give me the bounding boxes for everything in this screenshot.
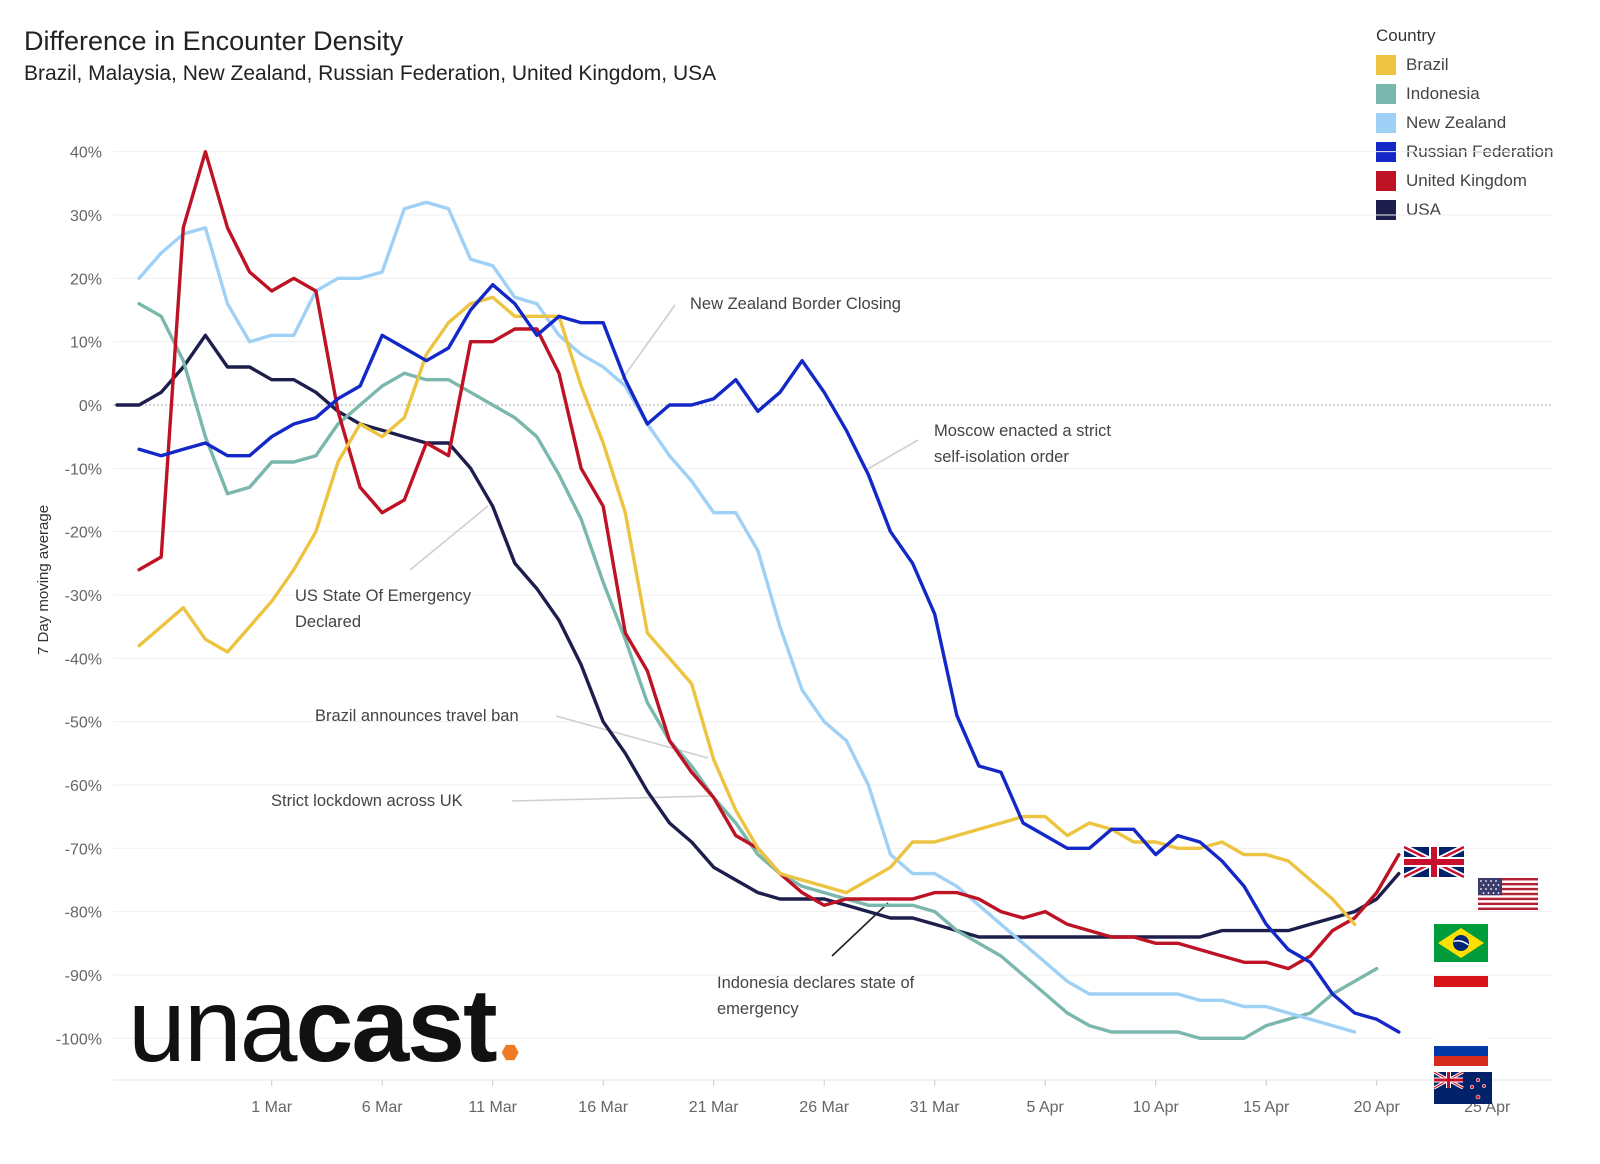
legend-label: Russian Federation [1406,141,1554,161]
legend-swatch [1376,199,1396,220]
annotation-text: Strict lockdown across UK [271,792,463,810]
y-tick-label: 0% [79,398,102,415]
uk-flag-icon [1404,846,1464,878]
x-tick-label: 11 Mar [468,1099,517,1116]
series-line-indonesia [137,302,1379,1041]
legend-swatch [1376,170,1396,191]
logo-text-lite: una [128,968,298,1084]
legend-label: Brazil [1406,54,1449,74]
logo-hexagon-icon [501,1044,519,1061]
annotation-text: Declared [295,613,361,631]
y-tick-label: 20% [70,271,102,288]
new-zealand-flag-icon [1434,1072,1492,1104]
x-axis-ticks: 1 Mar 6 Mar 11 Mar 16 Mar 21 Mar 26 Mar 31 Mar… [251,1080,1511,1116]
x-tick-label: 26 Mar [799,1099,849,1116]
legend: Country Brazil Indonesia New Zealand Russia… [1376,26,1553,224]
y-tick-label: -40% [65,651,102,668]
legend-item-indonesia[interactable]: Indonesia [1376,79,1553,108]
y-tick-label: -80% [65,905,102,922]
x-tick-label: 6 Mar [362,1099,404,1116]
legend-swatch [1376,83,1396,104]
x-tick-label: 1 Mar [251,1099,293,1116]
y-tick-label: 10% [70,335,102,352]
legend-item-usa[interactable]: USA [1376,195,1553,224]
y-tick-label: -70% [65,841,102,858]
annotation-leader [831,902,889,957]
annotation-text: self-isolation order [934,448,1069,466]
x-tick-label: 5 Apr [1027,1099,1065,1116]
legend-title: Country [1376,26,1436,45]
legend-label: USA [1406,199,1441,219]
chart-subtitle: Brazil, Malaysia, New Zealand, Russian F… [24,62,717,85]
legend-item-brazil[interactable]: Brazil [1376,50,1553,79]
y-tick-label: -30% [65,588,102,605]
x-tick-label: 10 Apr [1133,1099,1180,1116]
legend-label: New Zealand [1406,112,1507,132]
series-line-brazil [137,295,1357,926]
russia-flag-icon [1434,1036,1488,1066]
y-tick-label: 40% [70,145,102,162]
y-tick-label: -100% [56,1031,102,1048]
usa-flag-icon [1478,878,1538,910]
y-axis-ticks: 40% 30% 20% 10% 0% -10% -20% -30% -40% -50% -60% -7… [56,145,102,1049]
indonesia-flag-icon [1434,976,1488,998]
series-line-russian-federation [137,283,1401,1034]
annotation-leader [555,715,709,759]
series-lines [115,149,1401,1041]
y-tick-label: -90% [65,968,102,985]
legend-label: United Kingdom [1406,170,1527,190]
unacast-logo: unacast [128,974,519,1078]
chart-title: Difference in Encounter Density [24,26,404,56]
annotation-leader [511,795,713,802]
annotation-leader [865,439,919,471]
legend-swatch [1376,112,1396,133]
y-tick-label: 30% [70,208,102,225]
annotation-leader [409,505,489,571]
x-tick-label: 21 Mar [689,1099,739,1116]
legend-item-united-kingdom[interactable]: United Kingdom [1376,166,1553,195]
annotation-leaders [409,304,919,957]
series-line-new-zealand [137,200,1357,1034]
annotation-text: Brazil announces travel ban [315,707,519,725]
annotations: New Zealand Border Closing Moscow enacted… [271,295,1111,1018]
annotation-text: New Zealand Border Closing [690,295,901,313]
x-tick-label: 16 Mar [578,1099,628,1116]
y-tick-label: -20% [65,525,102,542]
annotation-text: Moscow enacted a strict [934,422,1111,440]
legend-label: Indonesia [1406,83,1480,103]
annotation-text: US State Of Emergency [295,587,472,605]
x-tick-label: 31 Mar [910,1099,960,1116]
y-tick-label: -60% [65,778,102,795]
y-tick-label: -10% [65,461,102,478]
annotation-text: emergency [717,1000,799,1018]
legend-items: Brazil Indonesia New Zealand Russian Federa… [1376,50,1553,224]
x-tick-label: 15 Apr [1243,1099,1290,1116]
x-tick-label: 20 Apr [1354,1099,1401,1116]
y-tick-label: -50% [65,715,102,732]
annotation-text: Indonesia declares state of [717,974,915,992]
legend-swatch [1376,54,1396,75]
annotation-leader [619,304,676,383]
brazil-flag-icon [1434,924,1488,962]
logo-text-bold: cast [295,968,498,1084]
legend-item-new-zealand[interactable]: New Zealand [1376,108,1553,137]
